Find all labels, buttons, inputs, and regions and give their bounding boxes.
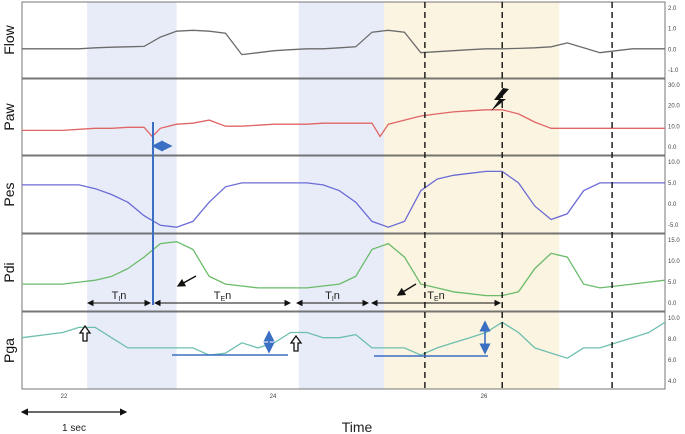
ytick-pdi-2: 5.0: [668, 280, 677, 286]
channel-label-pdi: Pdi: [1, 262, 17, 282]
ytick-flow-3: -1.0: [668, 68, 679, 74]
xtick-0: 22: [61, 394, 68, 400]
scale-bar-label: 1 sec: [62, 423, 86, 434]
ytick-flow-0: 2.0: [668, 6, 677, 12]
x-axis-title: Time: [342, 419, 373, 434]
channel-label-pga: Pga: [1, 338, 17, 363]
pga-hollow-arrow-2: [289, 334, 303, 352]
paw-bold-arrow: [491, 88, 509, 111]
xtick-1: 24: [270, 394, 277, 400]
xtick-2: 26: [481, 394, 488, 400]
ytick-pdi-3: 0.0: [668, 301, 677, 307]
ytick-pga-3: 4.0: [668, 379, 677, 385]
trace-pga: [21, 321, 666, 359]
phase-label-0: TIn: [112, 290, 127, 303]
ytick-flow-1: 1.0: [668, 27, 677, 33]
channel-label-flow: Flow: [1, 24, 17, 54]
ytick-paw-3: 0.0: [668, 145, 677, 151]
ytick-paw-2: 10.0: [668, 124, 680, 130]
channel-label-pes: Pes: [1, 182, 17, 206]
ytick-pga-1: 8.0: [668, 337, 677, 343]
ytick-pdi-0: 15.0: [668, 238, 680, 244]
panel-frame-flow: [21, 1, 666, 79]
channel-label-paw: Paw: [1, 102, 17, 130]
phase-label-1: TEn: [214, 290, 232, 303]
phase-shading-1: [298, 2, 385, 389]
pdi-pointer-1: [176, 275, 197, 287]
trace-pes: [22, 170, 665, 228]
phase-shading-0: [87, 2, 177, 389]
pga-hollow-arrow-1: [78, 324, 92, 342]
phase-shading-2: [384, 2, 560, 389]
trace-flow: [22, 29, 665, 56]
ytick-paw-1: 20.0: [668, 104, 680, 110]
trace-pdi: [22, 241, 666, 297]
ytick-pes-2: 0.0: [668, 202, 677, 208]
panel-frame-paw: [21, 78, 666, 156]
ytick-pes-1: 5.0: [668, 181, 677, 187]
panel-frame-pes: [21, 155, 666, 234]
panel-frame-pdi: [21, 233, 666, 312]
ytick-pga-0: 10.0: [668, 316, 680, 322]
ytick-pga-2: 6.0: [668, 358, 677, 364]
trace-paw: [22, 109, 665, 138]
pdi-pointer-2: [396, 283, 417, 296]
ytick-pes-0: 10.0: [668, 160, 680, 166]
ytick-flow-2: 0.0: [668, 47, 677, 53]
panel-frame-pga: [21, 311, 666, 390]
phase-label-2: TIn: [325, 290, 340, 303]
ytick-pes-3: -5.0: [668, 223, 679, 229]
phase-label-3: TEn: [427, 290, 445, 303]
ytick-pdi-1: 10.0: [668, 259, 680, 265]
ytick-paw-0: 30.0: [668, 83, 680, 89]
